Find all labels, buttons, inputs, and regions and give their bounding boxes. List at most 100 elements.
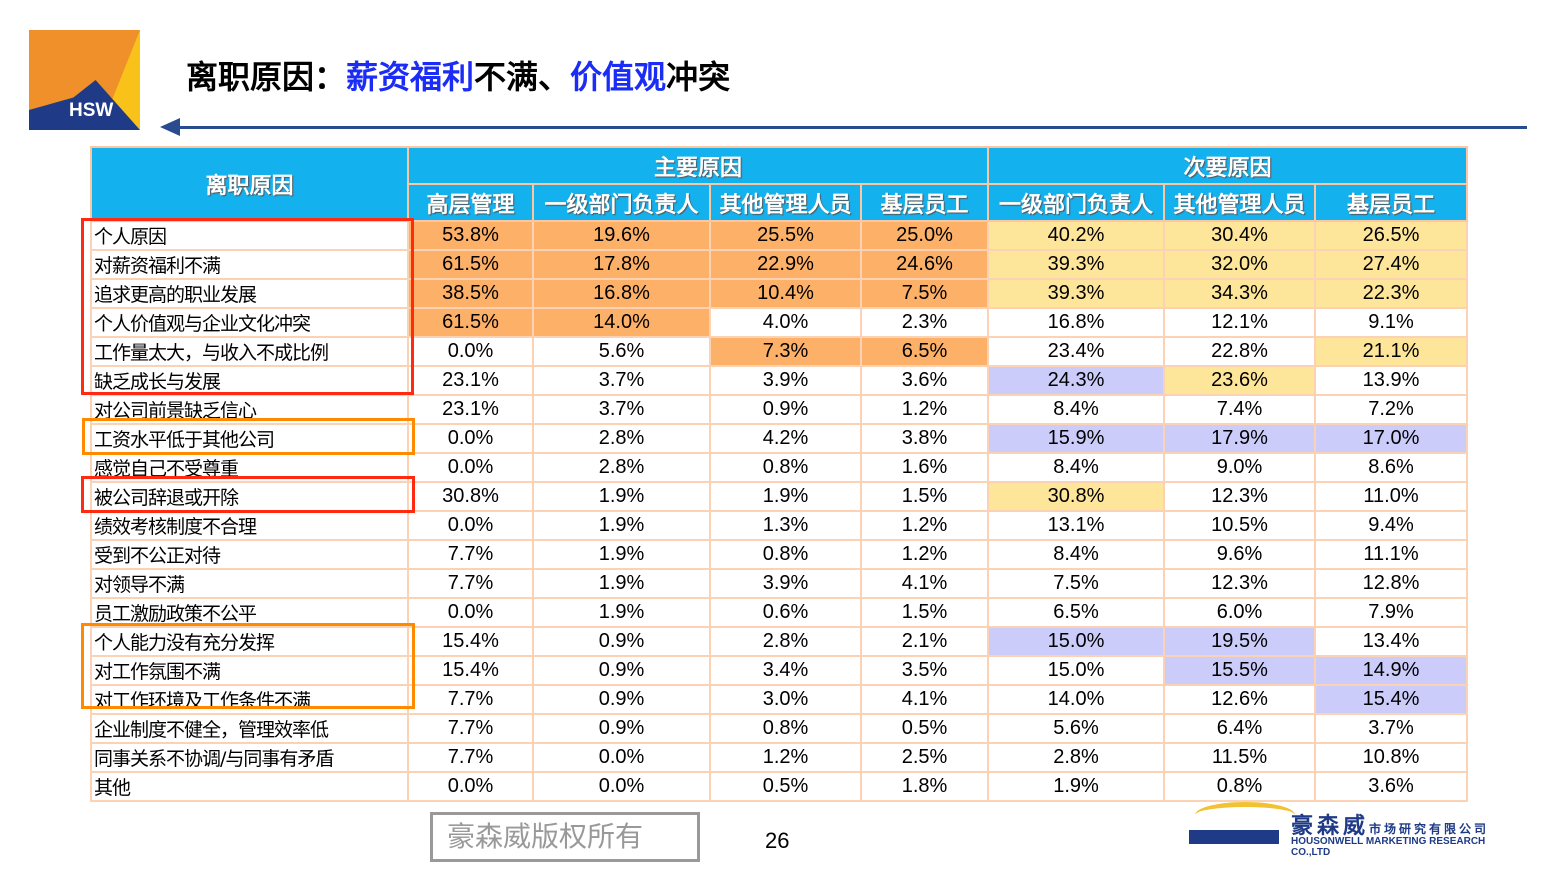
value-cell: 6.5% (987, 597, 1165, 628)
value-cell: 0.8% (709, 452, 862, 483)
value-cell: 2.8% (532, 423, 711, 454)
value-cell: 16.8% (532, 278, 711, 309)
logo-cn: 豪森威 (1291, 813, 1370, 839)
table-row: 被公司辞退或开除 30.8% 1.9% 1.9% 1.5% 30.8% 12.3% 11.0% (90, 481, 1468, 512)
value-cell: 0.0% (407, 597, 534, 628)
value-cell: 6.4% (1163, 713, 1316, 744)
value-cell: 0.0% (532, 742, 711, 773)
value-cell: 3.6% (860, 365, 989, 396)
value-cell: 2.5% (860, 742, 989, 773)
value-cell: 32.0% (1163, 249, 1316, 280)
value-cell: 2.8% (987, 742, 1165, 773)
value-cell: 21.1% (1314, 336, 1468, 367)
value-cell: 24.6% (860, 249, 989, 280)
value-cell: 2.8% (532, 452, 711, 483)
value-cell: 14.9% (1314, 655, 1468, 686)
value-cell: 19.6% (532, 220, 711, 251)
value-cell: 0.9% (532, 655, 711, 686)
value-cell: 0.0% (407, 510, 534, 541)
value-cell: 12.6% (1163, 684, 1316, 715)
value-cell: 14.0% (987, 684, 1165, 715)
value-cell: 0.0% (407, 452, 534, 483)
value-cell: 1.8% (860, 771, 989, 802)
value-cell: 2.8% (709, 626, 862, 657)
value-cell: 7.7% (407, 684, 534, 715)
value-cell: 12.3% (1163, 568, 1316, 599)
table-row: 同事关系不协调/与同事有矛盾 7.7% 0.0% 1.2% 2.5% 2.8% 11.5% 1… (90, 742, 1468, 773)
value-cell: 1.9% (532, 597, 711, 628)
value-cell: 9.4% (1314, 510, 1468, 541)
watermark: 豪森威版权所有 (430, 812, 700, 862)
value-cell: 3.9% (709, 568, 862, 599)
value-cell: 3.6% (1314, 771, 1468, 802)
value-cell: 0.0% (532, 771, 711, 802)
value-cell: 0.5% (709, 771, 862, 802)
header-secondary: 次要原因 (987, 146, 1468, 185)
value-cell: 30.4% (1163, 220, 1316, 251)
value-cell: 61.5% (407, 307, 534, 338)
value-cell: 1.5% (860, 481, 989, 512)
value-cell: 5.6% (532, 336, 711, 367)
value-cell: 3.0% (709, 684, 862, 715)
table-row: 追求更高的职业发展 38.5% 16.8% 10.4% 7.5% 39.3% 34.3% 22… (90, 278, 1468, 309)
value-cell: 7.7% (407, 539, 534, 570)
arrow-left-icon (160, 118, 180, 136)
column-header: 其他管理人员 (1163, 183, 1316, 222)
reason-label: 企业制度不健全，管理效率低 (90, 713, 409, 744)
value-cell: 0.0% (407, 336, 534, 367)
table-row: 受到不公正对待 7.7% 1.9% 0.8% 1.2% 8.4% 9.6% 11.1% (90, 539, 1468, 570)
value-cell: 1.9% (709, 481, 862, 512)
value-cell: 8.4% (987, 394, 1165, 425)
logo-cn-sub: 市场研究有限公司 (1369, 822, 1490, 836)
value-cell: 10.4% (709, 278, 862, 309)
value-cell: 0.8% (1163, 771, 1316, 802)
value-cell: 8.4% (987, 452, 1165, 483)
value-cell: 0.8% (709, 713, 862, 744)
table-row: 对薪资福利不满 61.5% 17.8% 22.9% 24.6% 39.3% 32.0% 27.… (90, 249, 1468, 280)
value-cell: 39.3% (987, 249, 1165, 280)
value-cell: 23.6% (1163, 365, 1316, 396)
reason-label: 缺乏成长与发展 (90, 365, 409, 396)
table-row: 工作量太大，与收入不成比例 0.0% 5.6% 7.3% 6.5% 23.4% 22.8% 2… (90, 336, 1468, 367)
value-cell: 25.5% (709, 220, 862, 251)
value-cell: 2.1% (860, 626, 989, 657)
value-cell: 40.2% (987, 220, 1165, 251)
value-cell: 22.9% (709, 249, 862, 280)
value-cell: 34.3% (1163, 278, 1316, 309)
value-cell: 23.4% (987, 336, 1165, 367)
value-cell: 0.5% (860, 713, 989, 744)
reason-label: 员工激励政策不公平 (90, 597, 409, 628)
value-cell: 0.6% (709, 597, 862, 628)
reason-label: 其他 (90, 771, 409, 802)
value-cell: 23.1% (407, 365, 534, 396)
value-cell: 7.7% (407, 713, 534, 744)
value-cell: 27.4% (1314, 249, 1468, 280)
value-cell: 3.7% (532, 365, 711, 396)
value-cell: 7.4% (1163, 394, 1316, 425)
column-header: 其他管理人员 (709, 183, 862, 222)
value-cell: 3.7% (532, 394, 711, 425)
title-part: 冲突 (666, 58, 731, 96)
value-cell: 7.3% (709, 336, 862, 367)
value-cell: 14.0% (532, 307, 711, 338)
table-row: 企业制度不健全，管理效率低 7.7% 0.9% 0.8% 0.5% 5.6% 6.4% 3.7… (90, 713, 1468, 744)
value-cell: 1.2% (860, 510, 989, 541)
highlight-box-red (81, 476, 415, 513)
value-cell: 30.8% (987, 481, 1165, 512)
housonwell-logo: 豪森威市场研究有限公司 HOUSONWELL MARKETING RESEARCH… (1185, 800, 1525, 858)
table-row: 绩效考核制度不合理 0.0% 1.9% 1.3% 1.2% 13.1% 10.5% 9.4% (90, 510, 1468, 541)
title-divider (178, 126, 1527, 129)
value-cell: 25.0% (860, 220, 989, 251)
value-cell: 1.6% (860, 452, 989, 483)
page-title: 离职原因：薪资福利不满、价值观冲突 (186, 52, 730, 98)
reason-label: 对工作氛围不满 (90, 655, 409, 686)
value-cell: 5.6% (987, 713, 1165, 744)
value-cell: 0.9% (709, 394, 862, 425)
value-cell: 3.4% (709, 655, 862, 686)
value-cell: 11.1% (1314, 539, 1468, 570)
value-cell: 26.5% (1314, 220, 1468, 251)
value-cell: 0.9% (532, 626, 711, 657)
value-cell: 1.2% (709, 742, 862, 773)
value-cell: 15.0% (987, 626, 1165, 657)
value-cell: 12.3% (1163, 481, 1316, 512)
